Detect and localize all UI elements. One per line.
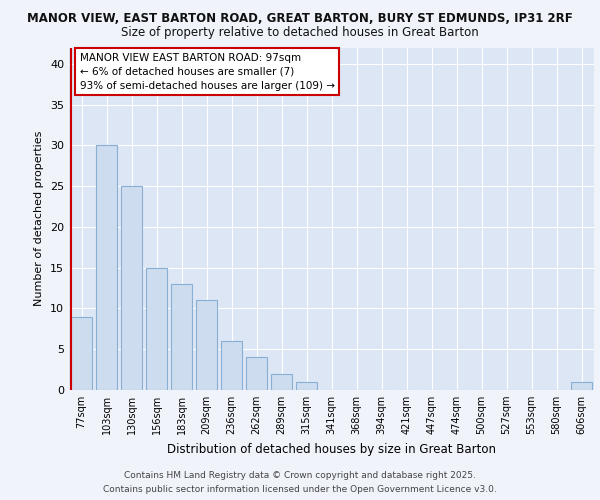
Bar [221,341,242,390]
Bar [71,316,92,390]
Text: MANOR VIEW, EAST BARTON ROAD, GREAT BARTON, BURY ST EDMUNDS, IP31 2RF: MANOR VIEW, EAST BARTON ROAD, GREAT BART… [27,12,573,26]
Bar [296,382,317,390]
Bar [96,146,117,390]
Text: MANOR VIEW EAST BARTON ROAD: 97sqm
← 6% of detached houses are smaller (7)
93% o: MANOR VIEW EAST BARTON ROAD: 97sqm ← 6% … [79,52,335,90]
Bar [146,268,167,390]
Bar [271,374,292,390]
X-axis label: Distribution of detached houses by size in Great Barton: Distribution of detached houses by size … [167,442,496,456]
Bar [121,186,142,390]
Bar [571,382,592,390]
Bar [171,284,192,390]
Text: Size of property relative to detached houses in Great Barton: Size of property relative to detached ho… [121,26,479,39]
Bar [196,300,217,390]
Bar [246,358,267,390]
Text: Contains HM Land Registry data © Crown copyright and database right 2025.: Contains HM Land Registry data © Crown c… [124,471,476,480]
Text: Contains public sector information licensed under the Open Government Licence v3: Contains public sector information licen… [103,485,497,494]
Y-axis label: Number of detached properties: Number of detached properties [34,131,44,306]
